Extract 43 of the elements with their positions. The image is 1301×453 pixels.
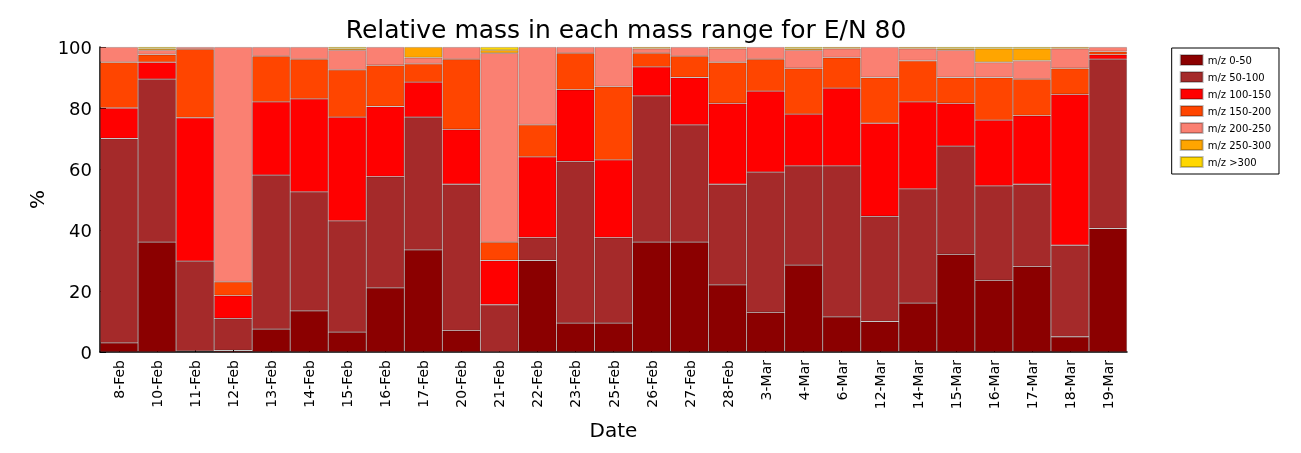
x-tick-label: 18-Mar xyxy=(1061,359,1078,410)
y-tick-label: 0 xyxy=(80,341,92,363)
x-tick-label: 13-Feb xyxy=(263,359,280,408)
y-tick-label: 20 xyxy=(69,280,92,302)
x-tick-label: 23-Feb xyxy=(567,359,584,408)
x-tick-label: 14-Feb xyxy=(301,359,318,408)
x-tick-label: 6-Mar xyxy=(833,359,850,401)
x-tick-label: 28-Feb xyxy=(719,359,736,408)
chart-title: Relative mass in each mass range for E/N 80 xyxy=(345,15,907,44)
x-tick-label: 20-Feb xyxy=(453,359,470,408)
x-tick-label: 12-Mar xyxy=(871,359,888,410)
legend-label: m/z 200-250 xyxy=(1207,122,1272,134)
x-tick-label: 17-Mar xyxy=(1023,359,1040,410)
x-tick-label: 26-Feb xyxy=(643,359,660,408)
x-tick-label: 16-Mar xyxy=(985,359,1002,410)
legend-label: m/z 50-100 xyxy=(1207,71,1265,83)
x-tick-label: 27-Feb xyxy=(681,359,698,408)
x-tick-label: 21-Feb xyxy=(491,359,508,408)
y-tick-label: 40 xyxy=(69,219,92,241)
x-tick-label: 8-Feb xyxy=(111,359,128,399)
x-tick-label: 11-Feb xyxy=(187,359,204,408)
x-tick-label: 10-Feb xyxy=(149,359,166,408)
legend-label: m/z >300 xyxy=(1207,156,1257,168)
x-tick-label: 15-Feb xyxy=(339,359,356,408)
x-axis-title: Date xyxy=(589,418,638,442)
y-tick-label: 60 xyxy=(69,158,92,180)
x-tick-label: 12-Feb xyxy=(225,359,242,408)
legend-label: m/z 100-150 xyxy=(1207,88,1272,100)
legend-label: m/z 250-300 xyxy=(1207,139,1272,151)
x-tick-label: 4-Mar xyxy=(795,359,812,401)
y-tick-label: 100 xyxy=(57,36,92,58)
x-tick-label: 15-Mar xyxy=(947,359,964,410)
x-tick-label: 17-Feb xyxy=(415,359,432,408)
x-tick-label: 3-Mar xyxy=(757,359,774,401)
y-tick-label: 80 xyxy=(69,97,92,119)
x-tick-label: 19-Mar xyxy=(1099,359,1116,410)
legend-label: m/z 150-200 xyxy=(1207,105,1272,117)
x-tick-label: 22-Feb xyxy=(529,359,546,408)
x-tick-label: 16-Feb xyxy=(377,359,394,408)
y-axis-title: % xyxy=(24,189,49,210)
x-tick-label: 14-Mar xyxy=(909,359,926,410)
legend-label: m/z 0-50 xyxy=(1207,54,1252,66)
x-tick-label: 25-Feb xyxy=(605,359,622,408)
